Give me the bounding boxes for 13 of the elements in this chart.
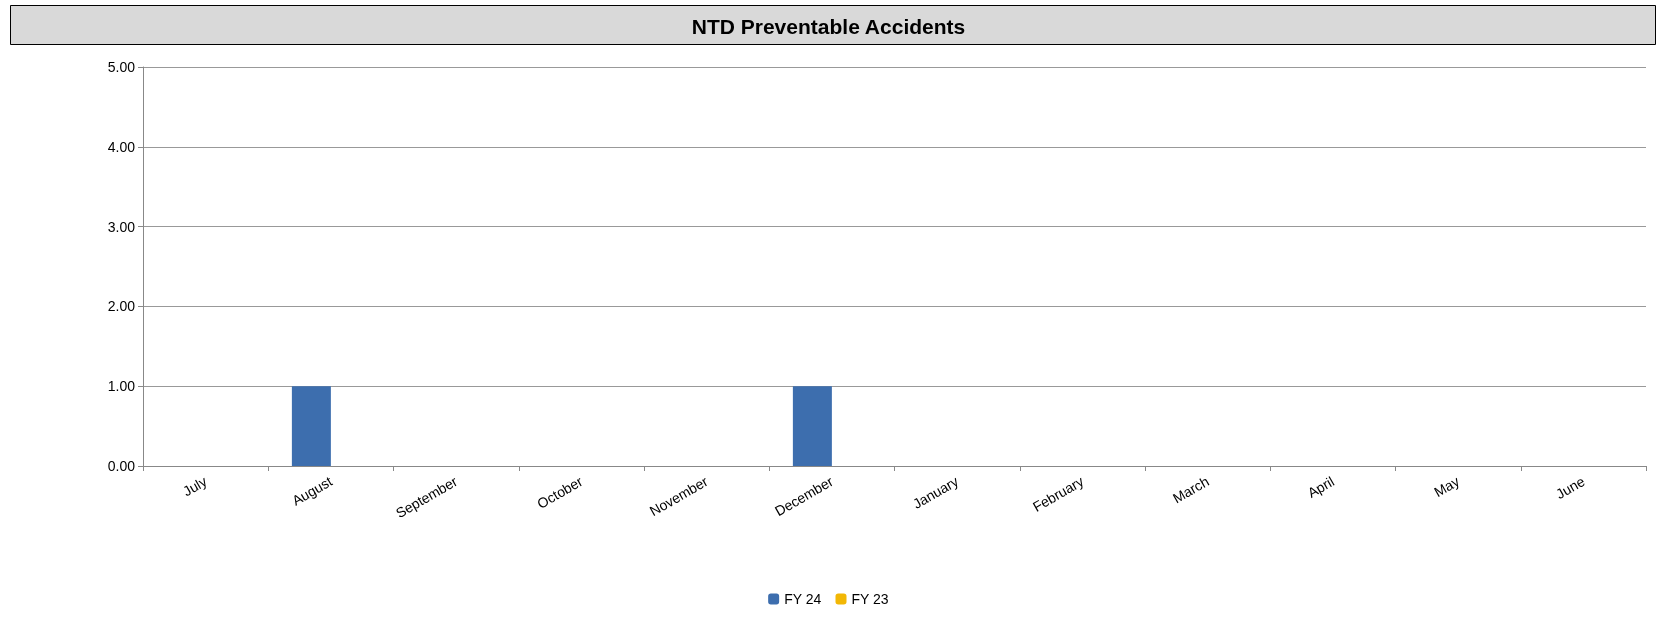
y-tick-label: 3.00 (107, 218, 136, 235)
chart-title: NTD Preventable Accidents (691, 15, 966, 38)
y-tick-label: 0.00 (107, 458, 136, 474)
y-tick-label: 1.00 (107, 378, 136, 395)
x-tick-label: May (1431, 473, 1463, 501)
y-tick-label: 2.00 (107, 298, 136, 315)
x-tick-label: June (1553, 472, 1588, 503)
x-tick-label: July (180, 473, 210, 500)
legend-label: FY 23 (851, 591, 889, 607)
y-tick-label: 4.00 (107, 138, 136, 155)
legend-label: FY 24 (784, 591, 822, 607)
x-tick-label: April (1304, 473, 1337, 501)
y-tick-label: 5.00 (107, 59, 136, 75)
